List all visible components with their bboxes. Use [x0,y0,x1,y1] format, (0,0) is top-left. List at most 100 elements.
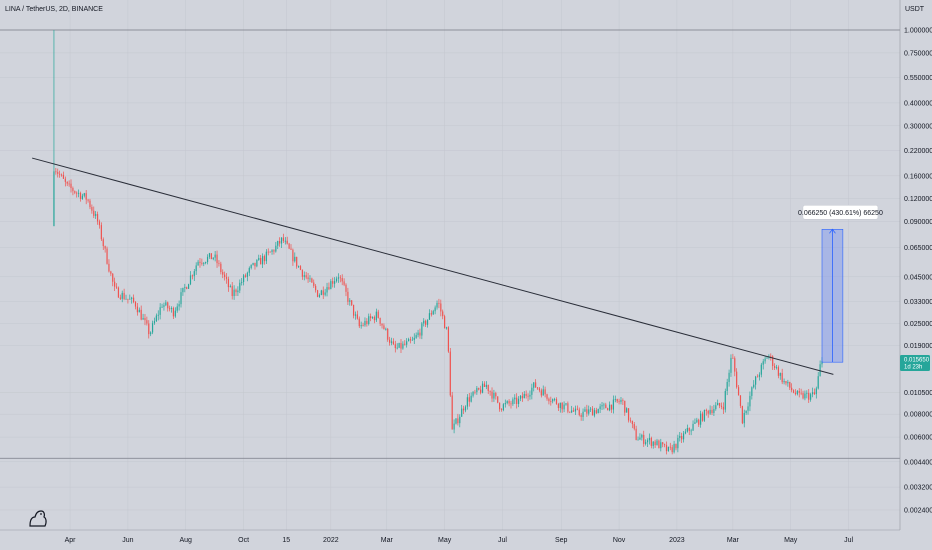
candle-body [315,285,317,291]
candle-body [345,284,347,292]
trendline-layer[interactable] [32,157,834,375]
candle-body [578,409,580,416]
candle-body [241,281,243,283]
time-tick-label: 2022 [323,537,339,544]
candle-body [665,445,668,452]
time-axis[interactable]: Apr Jun Aug Oct 15 2022 Mar May Jul Sep Nov 2023 Mar… [65,537,854,544]
candle-body [599,406,601,410]
candle-body [762,361,764,365]
candle-body [533,382,535,388]
candle-body [798,390,800,393]
candle-body [172,307,175,317]
candle-body [444,316,446,329]
candle-body [370,316,372,319]
candle-body [426,319,429,325]
candle-body [142,318,144,320]
candle-body [273,250,275,252]
candle-body [650,437,652,446]
candle-body [93,210,95,216]
candle-body [87,199,89,201]
candle-body [620,400,622,402]
candle-body [819,364,821,377]
candle-body [428,313,431,320]
price-tick-label: 0.004400 [904,459,932,466]
candle-body [153,321,156,324]
candle-body [96,214,99,222]
candle-body [586,409,588,414]
price-axis[interactable]: 1.000000 0.750000 0.550000 0.400000 0.300000… [904,28,932,515]
candle-body [100,225,102,240]
candle-body [199,261,201,263]
candle-body [184,287,186,289]
candle-body [789,381,791,388]
candle-body [404,343,406,345]
measure-label: 0.066250 (430.61%) 66250 [798,210,883,217]
measure-arrowhead [829,228,836,234]
candle-body [316,290,319,297]
candle-body [436,302,438,308]
candle-body [343,281,345,285]
candle-body [392,341,395,345]
candle-body [715,405,717,410]
candle-body [453,423,455,430]
candle-body [700,413,702,425]
candle-body [332,281,334,284]
candle-body [260,257,262,265]
candle-body [104,246,106,249]
candle-body [224,274,226,277]
candle-body [741,405,743,424]
candle-body [755,376,757,385]
candle-body [407,339,410,342]
trendline[interactable] [32,157,834,375]
candle-body [277,240,279,246]
candle-body [794,392,797,395]
candle-body [552,399,554,402]
candle-body [626,408,628,413]
candle-body [561,402,563,410]
price-tick-label: 0.300000 [904,123,932,130]
candle-body [434,307,436,312]
candle-body [301,269,303,277]
candle-body [313,282,315,286]
candle-body [294,256,296,262]
candle-body [582,411,584,417]
price-tick-label: 0.045000 [904,274,932,281]
candle-body [170,307,173,309]
candle-body [250,264,252,268]
candle-body [271,250,273,252]
candle-body [265,251,267,262]
measure-tool-layer[interactable]: 0.066250 (430.61%) 66250 [798,205,883,363]
candle-body [542,389,544,396]
candle-body [639,437,641,440]
candle-body [235,289,237,293]
candle-body [191,275,193,277]
candle-body [459,416,461,424]
candle-body [212,257,214,260]
candle-body [500,409,503,411]
candle-body [222,272,224,275]
candle-body [749,395,751,407]
candle-body [705,409,707,411]
price-tick-label: 1.000000 [904,28,932,35]
tradingview-logo-icon[interactable] [29,510,47,527]
candle-body [68,183,70,185]
price-tick-label: 0.220000 [904,148,932,155]
time-tick-label: 15 [282,537,290,544]
candle-body [206,256,209,263]
candle-body [442,311,444,317]
candle-body [400,342,402,349]
candle-body [800,392,802,394]
candle-body [151,323,154,333]
candle-body [292,249,294,262]
candle-body [415,335,417,338]
candle-body [660,442,662,449]
candle-body [487,384,489,391]
candle-body [584,409,586,412]
candle-body [675,443,677,449]
candle-body [495,393,497,397]
price-tick-label: 0.008000 [904,412,932,419]
candle-body [70,183,72,189]
candle-body [536,387,539,389]
